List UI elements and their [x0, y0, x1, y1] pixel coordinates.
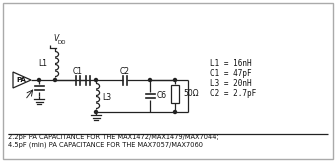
Text: L3: L3 — [102, 93, 111, 102]
Text: V: V — [53, 34, 58, 43]
Text: 4.5pF (min) PA CAPACITANCE FOR THE MAX7057/MAX7060: 4.5pF (min) PA CAPACITANCE FOR THE MAX70… — [8, 141, 203, 148]
Text: C2: C2 — [120, 68, 130, 76]
Text: 50Ω: 50Ω — [183, 89, 199, 98]
Text: L1 = 16nH: L1 = 16nH — [210, 59, 252, 69]
Text: C6: C6 — [157, 92, 167, 100]
Circle shape — [53, 79, 56, 81]
Text: C1 = 47pF: C1 = 47pF — [210, 69, 252, 79]
Circle shape — [173, 79, 176, 81]
Text: DD: DD — [57, 40, 66, 45]
Text: C1: C1 — [73, 68, 83, 76]
Text: PA: PA — [16, 77, 26, 83]
Text: L1: L1 — [38, 58, 47, 68]
Circle shape — [94, 110, 97, 114]
Text: 2.2pF PA CAPACITANCE FOR THE MAX1472/MAX1479/MAX7044;: 2.2pF PA CAPACITANCE FOR THE MAX1472/MAX… — [8, 134, 219, 140]
Circle shape — [173, 110, 176, 114]
Text: C2 = 2.7pF: C2 = 2.7pF — [210, 89, 256, 98]
Text: L3 = 20nH: L3 = 20nH — [210, 80, 252, 88]
Circle shape — [149, 79, 152, 81]
Bar — [171, 85, 179, 103]
Circle shape — [94, 79, 97, 81]
Circle shape — [38, 79, 41, 81]
